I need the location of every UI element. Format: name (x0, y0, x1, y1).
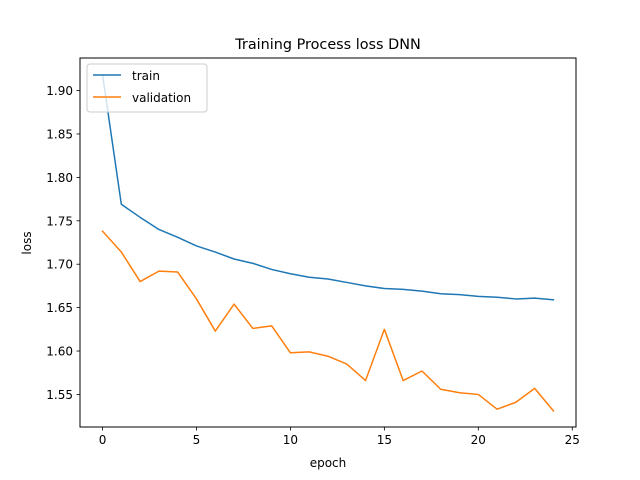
y-tick-label: 1.70 (46, 258, 73, 272)
legend-label-validation: validation (132, 91, 191, 105)
y-tick-label: 1.90 (46, 84, 73, 98)
series-line-train (101, 74, 555, 301)
plot-frame (79, 57, 577, 428)
chart-title: Training Process loss DNN (234, 37, 421, 53)
y-tick-label: 1.80 (46, 171, 73, 185)
x-axis: 0 5 10 15 20 25 (99, 427, 580, 447)
y-axis-label: loss (20, 231, 34, 254)
plot-area (79, 57, 577, 428)
x-tick-label: 0 (99, 433, 107, 447)
series-layer (101, 74, 555, 412)
x-axis-label: epoch (310, 456, 347, 470)
legend: train validation (86, 63, 208, 113)
x-tick-label: 25 (565, 433, 580, 447)
x-tick-label: 15 (377, 433, 392, 447)
series-line-validation (101, 230, 555, 412)
x-tick-label: 10 (283, 433, 298, 447)
y-tick-label: 1.65 (46, 301, 73, 315)
y-tick-label: 1.75 (46, 214, 73, 228)
legend-label-train: train (132, 69, 160, 83)
x-tick-label: 5 (193, 433, 201, 447)
y-tick-label: 1.60 (46, 345, 73, 359)
y-tick-label: 1.55 (46, 388, 73, 402)
legend-box (86, 63, 208, 113)
y-tick-label: 1.85 (46, 127, 73, 141)
x-tick-label: 20 (471, 433, 486, 447)
y-axis: 1.55 1.60 1.65 1.70 1.75 1.80 1.85 1.90 (46, 84, 80, 402)
